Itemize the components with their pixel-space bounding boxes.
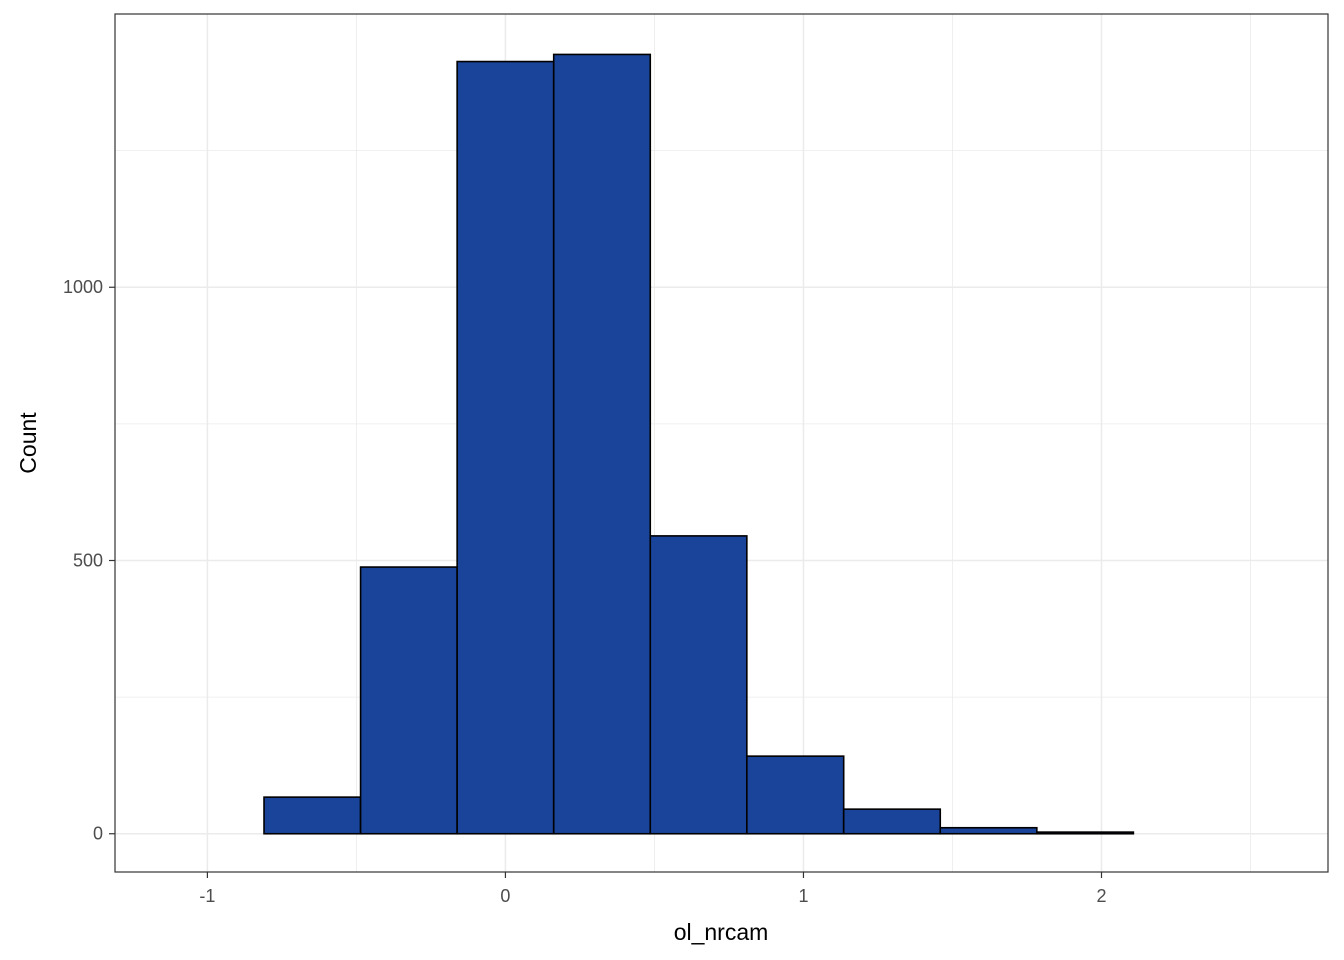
histogram-bar	[552, 53, 652, 835]
x-axis-ticks: -1 0 1 2	[199, 872, 1107, 906]
y-tick-label: 500	[73, 550, 103, 570]
x-tick-label: -1	[199, 886, 215, 906]
x-tick-label: 1	[798, 886, 808, 906]
y-tick-label: 1000	[63, 277, 103, 297]
x-tick-label: 0	[500, 886, 510, 906]
x-axis-title: ol_nrcam	[674, 919, 769, 945]
histogram-bar	[842, 808, 942, 835]
y-axis-title: Count	[15, 412, 41, 474]
y-axis-ticks: 0 500 1000	[63, 277, 115, 844]
histogram-bar	[1036, 831, 1135, 835]
histogram-bar	[456, 60, 555, 835]
histogram-bar	[939, 826, 1038, 835]
x-tick-label: 2	[1096, 886, 1106, 906]
panel-border	[114, 13, 1329, 873]
histogram-bar	[746, 755, 845, 835]
y-tick-label: 0	[93, 824, 103, 844]
histogram-bar	[359, 566, 458, 835]
histogram-bar	[263, 796, 362, 835]
histogram-bars	[263, 53, 1135, 835]
histogram-bar	[649, 535, 748, 835]
